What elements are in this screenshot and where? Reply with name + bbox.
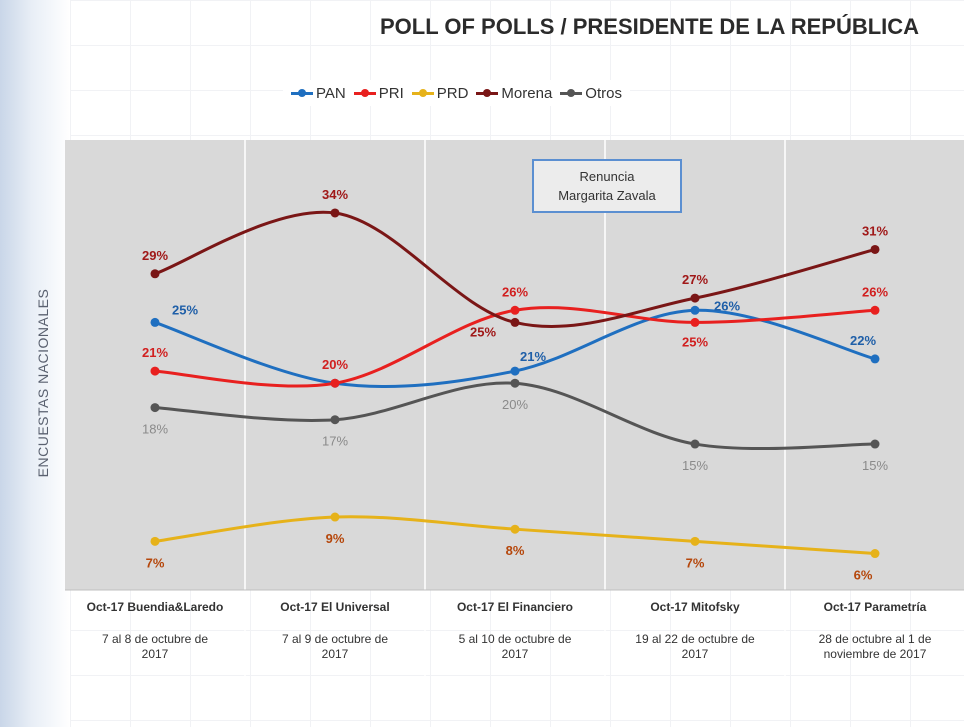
poll-name: Oct-17 El Financiero bbox=[456, 600, 574, 614]
data-point-morena bbox=[150, 269, 160, 279]
poll-dates: 19 al 22 de octubre de 2017 bbox=[635, 632, 755, 661]
poll-name: Oct-17 Mitofsky bbox=[650, 600, 740, 614]
data-point-otros bbox=[870, 439, 880, 449]
data-label-pri: 26% bbox=[862, 284, 888, 299]
column-footer-5: Oct-17 Parametría 28 de octubre al 1 de … bbox=[785, 600, 964, 662]
column-footer-1: Oct-17 Buendia&Laredo 7 al 8 de octubre … bbox=[65, 600, 245, 662]
data-point-morena bbox=[870, 244, 880, 254]
side-decoration bbox=[0, 0, 70, 727]
data-label-otros: 15% bbox=[862, 458, 888, 473]
data-label-prd: 6% bbox=[854, 568, 873, 583]
data-point-pan bbox=[150, 317, 160, 327]
data-point-otros bbox=[510, 378, 520, 388]
legend-item-prd: PRD bbox=[411, 84, 469, 102]
data-point-otros bbox=[690, 439, 700, 449]
annotation-callout: Renuncia Margarita Zavala bbox=[532, 159, 682, 213]
data-label-otros: 20% bbox=[502, 397, 528, 412]
poll-dates: 28 de octubre al 1 de noviembre de 2017 bbox=[818, 632, 932, 661]
data-point-pan bbox=[510, 366, 520, 376]
data-point-prd bbox=[690, 536, 700, 546]
legend-item-morena: Morena bbox=[476, 85, 552, 102]
poll-name: Oct-17 Parametría bbox=[823, 600, 927, 614]
data-point-pri bbox=[690, 317, 700, 327]
data-point-morena bbox=[510, 317, 520, 327]
legend-label: Morena bbox=[501, 84, 553, 102]
legend-swatch bbox=[476, 88, 499, 97]
data-label-prd: 7% bbox=[146, 555, 165, 570]
poll-dates: 7 al 9 de octubre de 2017 bbox=[281, 632, 389, 661]
data-point-pri bbox=[870, 305, 880, 315]
data-point-pri bbox=[330, 378, 340, 388]
data-label-prd: 7% bbox=[686, 555, 705, 570]
poll-dates: 5 al 10 de octubre de 2017 bbox=[458, 632, 572, 661]
data-label-pri: 21% bbox=[142, 345, 168, 360]
legend-label: PRD bbox=[436, 84, 469, 102]
column-footer-2: Oct-17 El Universal 7 al 9 de octubre de… bbox=[245, 600, 425, 662]
data-label-pan: 26% bbox=[714, 298, 740, 313]
data-point-morena bbox=[690, 293, 700, 303]
data-label-otros: 15% bbox=[682, 458, 708, 473]
data-label-pan: 25% bbox=[172, 302, 198, 317]
data-label-morena: 25% bbox=[470, 324, 496, 339]
poll-dates: 7 al 8 de octubre de 2017 bbox=[101, 632, 209, 661]
data-point-otros bbox=[150, 403, 160, 413]
data-point-prd bbox=[870, 549, 880, 559]
data-point-pan bbox=[870, 354, 880, 364]
data-point-prd bbox=[330, 512, 340, 522]
chart-legend: PAN PRI PRD Morena Otros bbox=[283, 80, 630, 106]
poll-name: Oct-17 El Universal bbox=[280, 600, 390, 614]
chart-title: POLL OF POLLS / PRESIDENTE DE LA REPÚBLI… bbox=[380, 14, 920, 39]
data-label-otros: 18% bbox=[142, 422, 168, 437]
legend-item-pan: PAN bbox=[291, 85, 346, 102]
column-footer-3: Oct-17 El Financiero 5 al 10 de octubre … bbox=[425, 600, 605, 662]
legend-label: Otros bbox=[585, 84, 622, 102]
data-label-pan: 22% bbox=[850, 333, 876, 348]
data-label-morena: 29% bbox=[142, 248, 168, 263]
legend-swatch bbox=[411, 88, 434, 97]
data-label-pri: 26% bbox=[502, 284, 528, 299]
legend-label: PRI bbox=[378, 84, 404, 102]
data-label-pan: 21% bbox=[520, 349, 546, 364]
plot-area bbox=[65, 140, 964, 590]
callout-line-1: Renuncia bbox=[579, 169, 635, 184]
column-footer-4: Oct-17 Mitofsky 19 al 22 de octubre de 2… bbox=[605, 600, 785, 662]
data-point-pri bbox=[150, 366, 160, 376]
data-point-pan bbox=[690, 305, 700, 315]
data-label-otros: 17% bbox=[322, 434, 348, 449]
data-label-morena: 27% bbox=[682, 272, 708, 287]
poll-name: Oct-17 Buendia&Laredo bbox=[86, 600, 224, 614]
legend-swatch bbox=[560, 88, 583, 97]
legend-swatch bbox=[291, 88, 313, 97]
legend-item-pri: PRI bbox=[353, 84, 404, 102]
data-point-morena bbox=[330, 208, 340, 218]
data-point-prd bbox=[150, 536, 160, 546]
data-point-otros bbox=[330, 415, 340, 425]
data-label-morena: 34% bbox=[322, 187, 348, 202]
data-label-prd: 9% bbox=[326, 531, 345, 546]
callout-line-2: Margarita Zavala bbox=[558, 188, 656, 203]
data-point-pri bbox=[510, 305, 520, 315]
data-label-pri: 20% bbox=[322, 357, 348, 372]
legend-item-otros: Otros bbox=[560, 85, 622, 102]
data-label-morena: 31% bbox=[862, 223, 888, 238]
legend-swatch bbox=[353, 88, 376, 97]
data-label-prd: 8% bbox=[506, 543, 525, 558]
data-point-prd bbox=[510, 524, 520, 534]
data-label-pri: 25% bbox=[682, 334, 708, 349]
series-line-morena bbox=[154, 210, 876, 329]
legend-label: PAN bbox=[316, 84, 346, 102]
